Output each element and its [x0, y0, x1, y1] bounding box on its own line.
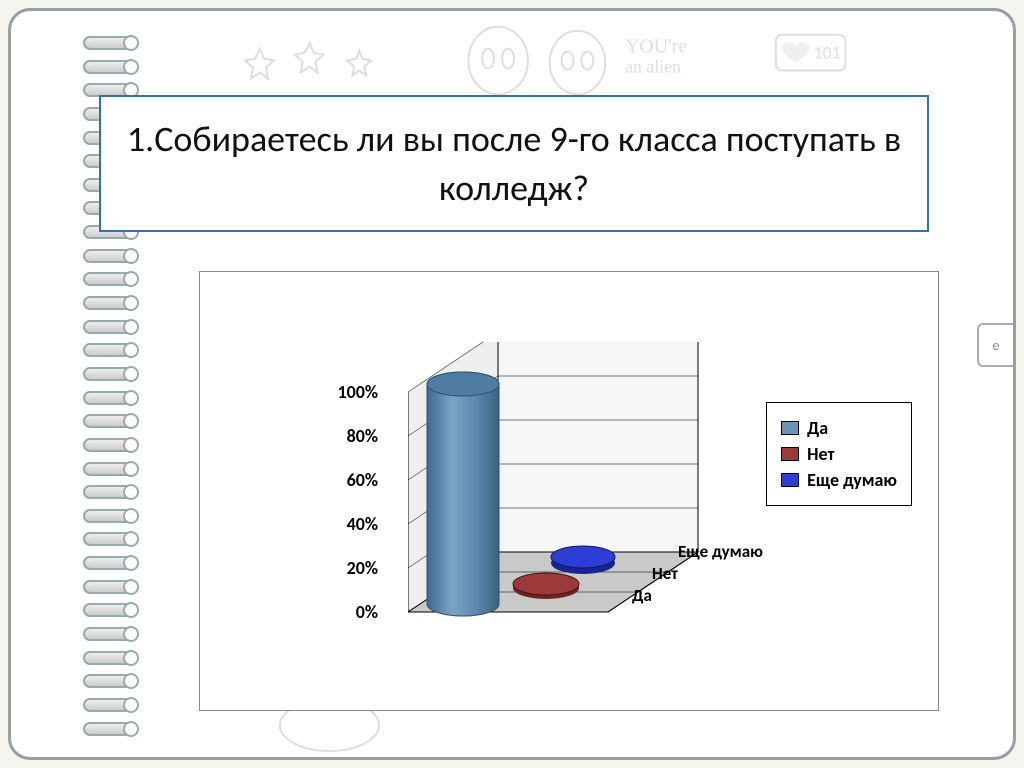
ytick-20: 20% [347, 557, 378, 579]
chart-panel: 0% 20% 40% 60% 80% 100% [199, 271, 939, 711]
legend-swatch-0 [781, 421, 799, 435]
svg-text:an alien: an alien [625, 57, 681, 77]
question-title: 1.Собираетесь ли вы после 9-го класса по… [125, 115, 903, 212]
ytick-60: 60% [347, 469, 378, 491]
depth-label-0: Да [632, 585, 652, 606]
bar-3 [551, 546, 615, 574]
bar-2 [513, 573, 579, 599]
chart-legend: Да Нет Еще думаю [766, 402, 912, 506]
page-tab: e [977, 323, 1013, 367]
svg-text:101: 101 [814, 42, 841, 64]
ytick-40: 40% [347, 513, 378, 535]
bar-1 [427, 372, 499, 616]
legend-label-1: Нет [807, 443, 834, 465]
legend-item-1: Нет [781, 443, 897, 465]
ytick-100: 100% [338, 381, 379, 403]
svg-text:YOU're: YOU're [625, 36, 687, 58]
legend-item-0: Да [781, 417, 897, 439]
ytick-0: 0% [356, 601, 378, 623]
legend-swatch-2 [781, 473, 799, 487]
question-title-box: 1.Собираетесь ли вы после 9-го класса по… [99, 95, 929, 232]
depth-label-2: Еще думаю [678, 541, 763, 562]
ytick-80: 80% [347, 425, 378, 447]
legend-item-2: Еще думаю [781, 469, 897, 491]
notebook-frame: YOU're an alien 101 e 1.Собираетесь ли в… [8, 8, 1016, 760]
depth-label-1: Нет [652, 563, 678, 584]
chart-3d-plot [408, 342, 718, 652]
legend-label-0: Да [807, 417, 828, 439]
legend-label-2: Еще думаю [807, 469, 897, 491]
legend-swatch-1 [781, 447, 799, 461]
